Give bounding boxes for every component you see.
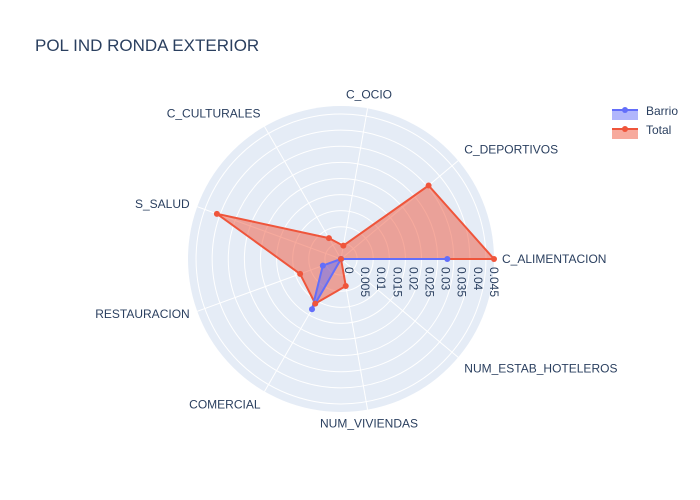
angular-axis-label: COMERCIAL: [189, 397, 261, 411]
angular-gridline: [340, 258, 459, 358]
radial-tick-label: 0.03: [439, 267, 453, 291]
polar-area: 0 0.005 0.01 0.015 0.02 0.025 0.03 0.035 0.04 0.0…: [95, 87, 617, 430]
angular-axis-label: NUM_VIVIENDAS: [320, 417, 418, 431]
angular-gridline: [340, 108, 369, 260]
radial-tick-label: 0.015: [390, 267, 404, 297]
series-point-barrio[interactable]: [309, 306, 316, 313]
series-point-total[interactable]: [342, 282, 349, 289]
radial-tick-label: 0.035: [455, 267, 469, 297]
angular-axis-label: C_ALIMENTACION: [502, 252, 606, 266]
series-area-total: [215, 184, 495, 305]
radial-tick-label: 0.04: [471, 267, 485, 291]
series-point-total[interactable]: [491, 256, 497, 262]
series-point-barrio[interactable]: [319, 262, 326, 269]
radial-tick-label: 0.01: [374, 267, 388, 291]
legend-swatch-barrio[interactable]: [612, 110, 638, 120]
legend-marker-barrio: [622, 107, 628, 113]
series-point-total[interactable]: [340, 242, 347, 249]
series-point-total[interactable]: [213, 210, 220, 217]
series-point-total[interactable]: [325, 235, 332, 242]
angular-axis-label: RESTAURACION: [95, 307, 189, 321]
radial-tick-label: 0.02: [406, 267, 420, 291]
series-point-total[interactable]: [425, 182, 432, 189]
chart-title: POL IND RONDA EXTERIOR: [35, 36, 259, 55]
angular-axis-label: C_OCIO: [346, 87, 392, 101]
series-point-total[interactable]: [312, 300, 319, 307]
legend-label-total[interactable]: Total: [646, 123, 671, 137]
legend-swatch-total[interactable]: [612, 129, 638, 139]
angular-axis-label: C_DEPORTIVOS: [464, 143, 558, 157]
series-point-total[interactable]: [338, 256, 344, 262]
radial-tick-label: 0: [342, 267, 356, 274]
series-point-total[interactable]: [297, 270, 304, 277]
radial-tick-label: 0.005: [358, 267, 372, 297]
radial-tick-label: 0.025: [423, 267, 437, 297]
radial-tick-label: 0.045: [487, 267, 501, 297]
series-point-barrio[interactable]: [444, 256, 451, 262]
angular-axis-label: NUM_ESTAB_HOTELEROS: [464, 362, 617, 376]
legend-label-barrio[interactable]: Barrio: [646, 104, 678, 118]
angular-axis-label: C_CULTURALES: [167, 107, 261, 121]
series-area-barrio: [311, 258, 449, 311]
angular-axis-label: S_SALUD: [135, 197, 190, 211]
legend: Barrio Total: [612, 104, 678, 139]
legend-marker-total: [622, 126, 628, 132]
